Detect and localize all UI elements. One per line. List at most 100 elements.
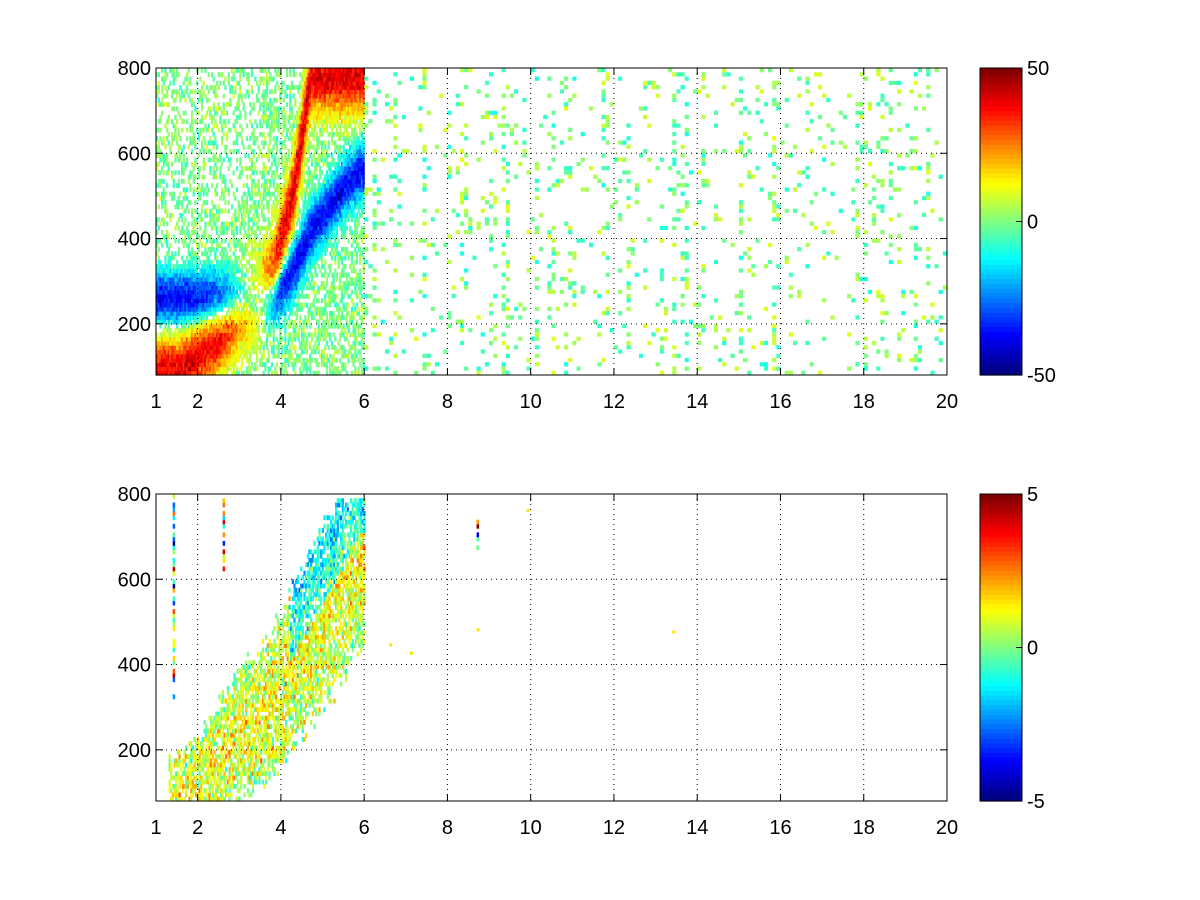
heatmap-cell — [274, 195, 277, 201]
heatmap-cell — [195, 306, 199, 312]
heatmap-cell — [269, 97, 272, 103]
heatmap-cell — [219, 332, 222, 338]
heatmap-cell — [330, 362, 334, 368]
heatmap-cell — [184, 353, 187, 359]
heatmap-cell — [280, 366, 284, 372]
heatmap-cell — [180, 293, 184, 299]
heatmap-cell — [277, 234, 280, 240]
heatmap-cell — [257, 200, 260, 206]
heatmap-cell — [324, 157, 327, 163]
heatmap-cell — [250, 247, 254, 252]
heatmap-cell — [290, 302, 294, 308]
heatmap-cell — [310, 72, 314, 78]
heatmap-cell — [264, 140, 267, 146]
heatmap-cell — [165, 370, 169, 376]
heatmap-cell — [207, 285, 210, 291]
heatmap-cell — [314, 242, 317, 248]
heatmap-cell — [262, 251, 265, 257]
heatmap-cell — [244, 251, 247, 257]
heatmap-cell — [300, 170, 304, 176]
heatmap-cell — [300, 136, 304, 142]
heatmap-cell — [290, 114, 294, 120]
heatmap-cell — [220, 272, 224, 278]
heatmap-cell — [225, 285, 229, 291]
heatmap-cell — [339, 315, 342, 321]
heatmap-cell — [212, 281, 215, 287]
heatmap-cell — [177, 170, 180, 176]
heatmap-cell — [332, 106, 335, 112]
heatmap-cell — [179, 114, 182, 120]
heatmap-cell — [182, 259, 185, 265]
heatmap-cell — [287, 306, 290, 312]
heatmap-cell — [257, 332, 260, 338]
heatmap-cell — [265, 80, 269, 86]
heatmap-cell — [307, 264, 310, 269]
heatmap-cell — [170, 251, 174, 257]
heatmap-cell — [242, 332, 245, 338]
heatmap-cell — [294, 187, 297, 193]
heatmap-cell — [299, 247, 302, 252]
heatmap-cell — [187, 311, 190, 316]
heatmap-cell — [305, 183, 309, 188]
heatmap-cell — [205, 255, 209, 261]
heatmap-cell — [189, 264, 192, 269]
heatmap-cell — [297, 110, 300, 116]
heatmap-cell — [275, 315, 279, 321]
heatmap-cell — [339, 174, 342, 180]
heatmap-cell — [322, 247, 325, 252]
heatmap-cell — [257, 289, 260, 295]
heatmap-cell — [324, 212, 327, 218]
heatmap-cell — [184, 366, 187, 372]
heatmap-cell — [314, 306, 317, 312]
heatmap-cell — [310, 110, 314, 116]
heatmap-cell — [224, 328, 227, 333]
heatmap-cell — [230, 336, 234, 342]
heatmap-cell — [172, 285, 175, 291]
heatmap-cell — [285, 345, 289, 351]
heatmap-cell — [161, 311, 164, 316]
heatmap-cell — [164, 264, 167, 269]
heatmap-cell — [307, 217, 310, 223]
heatmap-cell — [289, 97, 292, 103]
heatmap-cell — [264, 110, 267, 116]
heatmap-cell — [180, 332, 184, 338]
heatmap-cell — [240, 345, 244, 351]
heatmap-cell — [239, 259, 242, 265]
heatmap-cell — [156, 72, 159, 78]
heatmap-cell — [277, 315, 280, 321]
heatmap-cell — [275, 264, 279, 269]
heatmap-cell — [295, 268, 299, 274]
heatmap-cell — [337, 93, 340, 99]
heatmap-cell — [222, 230, 225, 235]
heatmap-cell — [156, 357, 159, 363]
heatmap-cell — [187, 200, 190, 206]
heatmap-cell — [204, 68, 207, 73]
heatmap-cell — [300, 106, 304, 112]
heatmap-cell — [250, 230, 254, 235]
heatmap-cell — [162, 306, 165, 312]
heatmap-cell — [210, 345, 214, 351]
heatmap-cell — [307, 366, 310, 372]
heatmap-cell — [159, 332, 162, 338]
heatmap-cell — [309, 200, 312, 206]
heatmap-cell — [322, 264, 325, 269]
heatmap-cell — [185, 136, 189, 142]
heatmap-cell — [242, 293, 245, 299]
heatmap-cell — [280, 114, 284, 120]
heatmap-cell — [340, 362, 344, 368]
heatmap-cell — [264, 298, 267, 304]
heatmap-cell — [189, 272, 192, 278]
heatmap-cell — [156, 281, 159, 287]
heatmap-cell — [244, 114, 247, 120]
heatmap-cell — [175, 153, 179, 159]
heatmap-cell — [325, 340, 329, 346]
heatmap-cell — [200, 268, 204, 274]
heatmap-cell — [255, 272, 259, 278]
heatmap-cell — [230, 68, 234, 73]
heatmap-cell — [260, 268, 264, 274]
heatmap-cell — [214, 311, 217, 316]
heatmap-cell — [260, 311, 264, 316]
heatmap-cell — [174, 123, 177, 129]
heatmap-cell — [199, 187, 202, 193]
heatmap-cell — [279, 230, 282, 235]
